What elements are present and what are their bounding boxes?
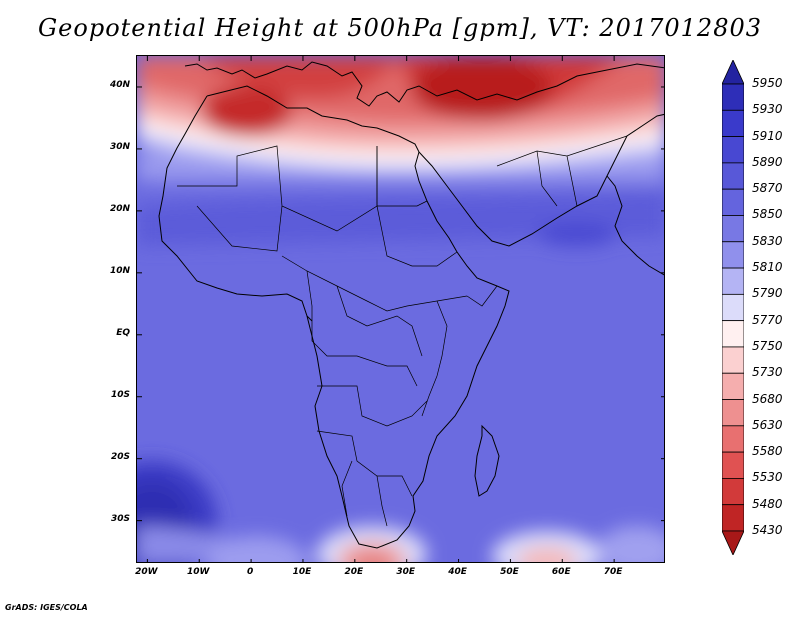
colorbar-swatch — [722, 60, 744, 85]
lon-label: 30E — [396, 567, 416, 577]
colorbar-swatch — [722, 136, 744, 164]
colorbar-swatch — [722, 320, 744, 348]
lon-label: 50E — [500, 567, 519, 577]
lat-label: EQ — [116, 327, 130, 338]
lon-label: 20W — [135, 567, 158, 577]
colorbar-swatch — [722, 83, 744, 111]
colorbar-swatch — [722, 530, 744, 555]
chart-title: Geopotential Height at 500hPa [gpm], VT:… — [38, 14, 762, 42]
colorbar-level-label: 5830 — [752, 233, 783, 248]
colorbar-level-label: 5930 — [752, 102, 783, 117]
colorbar-level-label: 5790 — [752, 286, 783, 301]
geopotential-map — [137, 56, 664, 562]
map-panel — [136, 55, 665, 563]
colorbar-level-label: 5730 — [752, 365, 783, 380]
colorbar-swatch — [722, 293, 744, 322]
lon-label: 10W — [187, 567, 210, 577]
lon-label: 60E — [551, 567, 571, 577]
colorbar-level-label: 5910 — [752, 128, 783, 143]
colorbar — [722, 60, 744, 555]
country-borders — [177, 135, 628, 527]
colorbar-level-label: 5480 — [752, 496, 783, 511]
colorbar-swatch — [722, 372, 744, 400]
colorbar-level-label: 5810 — [752, 260, 783, 275]
colorbar-swatch — [722, 478, 744, 506]
colorbar-swatch — [722, 215, 744, 243]
colorbar-swatch — [722, 162, 744, 190]
colorbar-level-label: 5870 — [752, 181, 783, 196]
lon-label: 10E — [292, 567, 312, 577]
colorbar-swatch — [722, 267, 744, 295]
lat-label: 30S — [110, 513, 130, 524]
colorbar-swatch — [722, 425, 744, 453]
colorbar-level-label: 5950 — [752, 76, 783, 90]
colorbar-swatch — [722, 346, 744, 374]
colorbar-level-label: 5430 — [752, 523, 783, 537]
colorbar-level-label: 5630 — [752, 417, 783, 432]
lon-label: 40E — [448, 567, 467, 577]
colorbar-swatch — [722, 504, 744, 532]
lon-label: 20E — [344, 567, 364, 577]
coastlines — [158, 61, 664, 549]
lat-label: 10S — [110, 389, 130, 400]
grid-ticks — [137, 56, 664, 562]
colorbar-level-label: 5750 — [752, 338, 783, 353]
lat-label: 20N — [109, 203, 130, 214]
colorbar-level-label: 5890 — [752, 154, 783, 169]
colorbar-swatch — [722, 241, 744, 269]
colorbar-level-label: 5850 — [752, 207, 783, 222]
lon-label: 0 — [246, 567, 254, 577]
lat-label: 40N — [109, 79, 130, 90]
lat-label: 30N — [109, 141, 130, 152]
lat-label: 20S — [110, 451, 130, 462]
colorbar-swatch — [722, 451, 744, 479]
colorbar-swatch — [722, 399, 744, 427]
colorbar-swatch — [722, 188, 744, 216]
colorbar-level-label: 5580 — [752, 444, 783, 459]
colorbar-swatch — [722, 109, 744, 137]
credit-text: GrADS: IGES/COLA — [5, 603, 88, 612]
colorbar-level-label: 5770 — [752, 312, 783, 327]
colorbar-level-label: 5680 — [752, 391, 783, 406]
colorbar-level-label: 5530 — [752, 470, 783, 485]
lon-label: 70E — [603, 567, 623, 577]
height-field — [137, 56, 664, 562]
lat-label: 10N — [109, 265, 130, 276]
